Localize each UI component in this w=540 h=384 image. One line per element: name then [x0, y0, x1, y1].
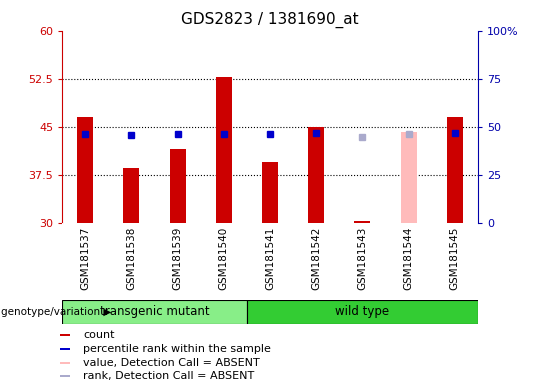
Text: count: count [83, 330, 115, 340]
Title: GDS2823 / 1381690_at: GDS2823 / 1381690_at [181, 12, 359, 28]
Bar [170, 149, 186, 223]
Text: GSM181541: GSM181541 [265, 227, 275, 290]
Bar [62, 300, 247, 324]
Bar [77, 117, 93, 223]
Text: percentile rank within the sample: percentile rank within the sample [83, 344, 271, 354]
Bar [308, 127, 325, 223]
Text: rank, Detection Call = ABSENT: rank, Detection Call = ABSENT [83, 371, 254, 381]
Text: GSM181542: GSM181542 [311, 227, 321, 290]
Text: GSM181538: GSM181538 [126, 227, 137, 290]
Text: GSM181540: GSM181540 [219, 227, 229, 290]
Bar [60, 375, 70, 377]
Bar [215, 77, 232, 223]
Text: GSM181545: GSM181545 [450, 227, 460, 290]
Text: GSM181539: GSM181539 [173, 227, 183, 290]
Bar [247, 300, 478, 324]
Text: GSM181543: GSM181543 [357, 227, 367, 290]
Text: transgenic mutant: transgenic mutant [100, 306, 210, 318]
Bar [401, 132, 417, 223]
Bar [60, 348, 70, 350]
Bar [447, 117, 463, 223]
Text: genotype/variation ▶: genotype/variation ▶ [1, 307, 111, 317]
Bar [123, 168, 139, 223]
Bar [60, 334, 70, 336]
Text: value, Detection Call = ABSENT: value, Detection Call = ABSENT [83, 358, 260, 367]
Text: wild type: wild type [335, 306, 389, 318]
Text: GSM181544: GSM181544 [403, 227, 414, 290]
Bar [354, 221, 370, 223]
Text: GSM181537: GSM181537 [80, 227, 90, 290]
Bar [262, 162, 278, 223]
Bar [60, 361, 70, 364]
